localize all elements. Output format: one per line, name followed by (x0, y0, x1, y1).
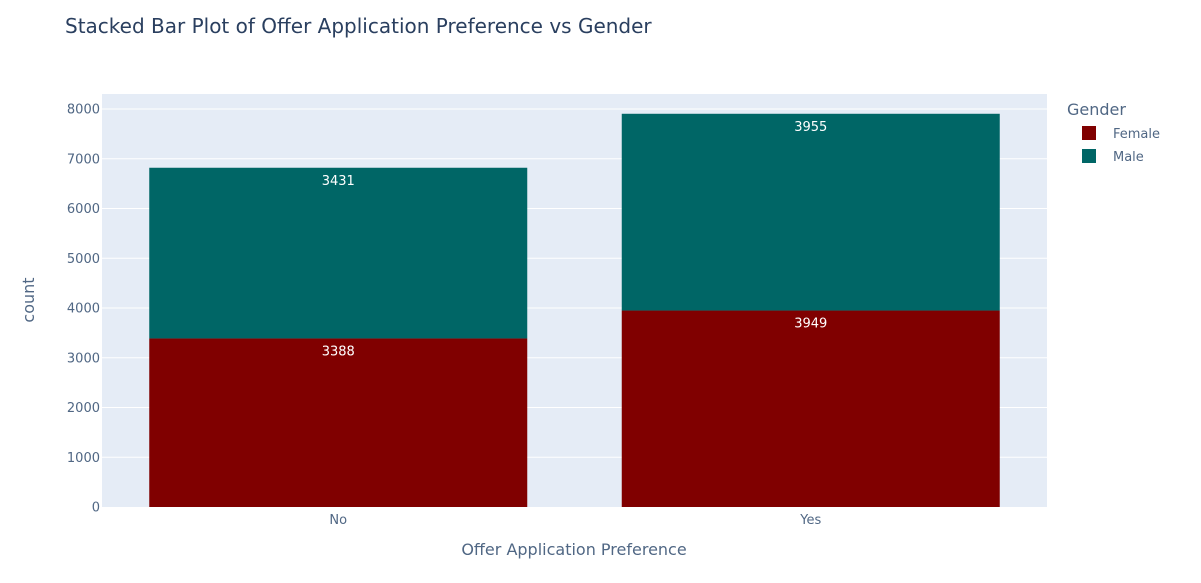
y-tick-label: 6000 (67, 202, 100, 217)
legend-swatch-male (1082, 149, 1096, 163)
bar-female-no (149, 338, 528, 507)
bar-value-label: 3949 (794, 317, 827, 332)
bar-female-yes (621, 310, 1000, 507)
legend-label-male: Male (1113, 150, 1144, 165)
y-tick-label: 7000 (67, 152, 100, 167)
legend: Gender Female Male (1067, 100, 1160, 165)
bar-value-label: 3955 (794, 120, 827, 135)
y-tick-label: 5000 (67, 252, 100, 267)
y-tick-label: 1000 (67, 451, 100, 466)
legend-title: Gender (1067, 100, 1126, 119)
bar-male-no (149, 167, 528, 339)
x-tick-label: Yes (799, 513, 821, 528)
x-axis-title: Offer Application Preference (461, 540, 686, 559)
bar-value-label: 3388 (322, 344, 355, 359)
x-tick-label: No (329, 513, 347, 528)
x-tick-labels: No Yes (329, 513, 821, 528)
legend-label-female: Female (1113, 127, 1160, 142)
y-tick-label: 4000 (67, 302, 100, 317)
y-tick-label: 2000 (67, 401, 100, 416)
y-tick-label: 8000 (67, 103, 100, 118)
y-tick-label: 3000 (67, 351, 100, 366)
bar-male-yes (621, 113, 1000, 311)
bars: 3388 3431 3949 3955 (149, 113, 1000, 507)
y-axis-title: count (19, 277, 38, 322)
y-tick-label: 0 (92, 501, 100, 516)
y-tick-labels: 0 1000 2000 3000 4000 5000 6000 7000 8000 (67, 103, 100, 516)
bar-value-label: 3431 (322, 174, 355, 189)
legend-swatch-female (1082, 126, 1096, 140)
chart-title: Stacked Bar Plot of Offer Application Pr… (65, 14, 652, 38)
